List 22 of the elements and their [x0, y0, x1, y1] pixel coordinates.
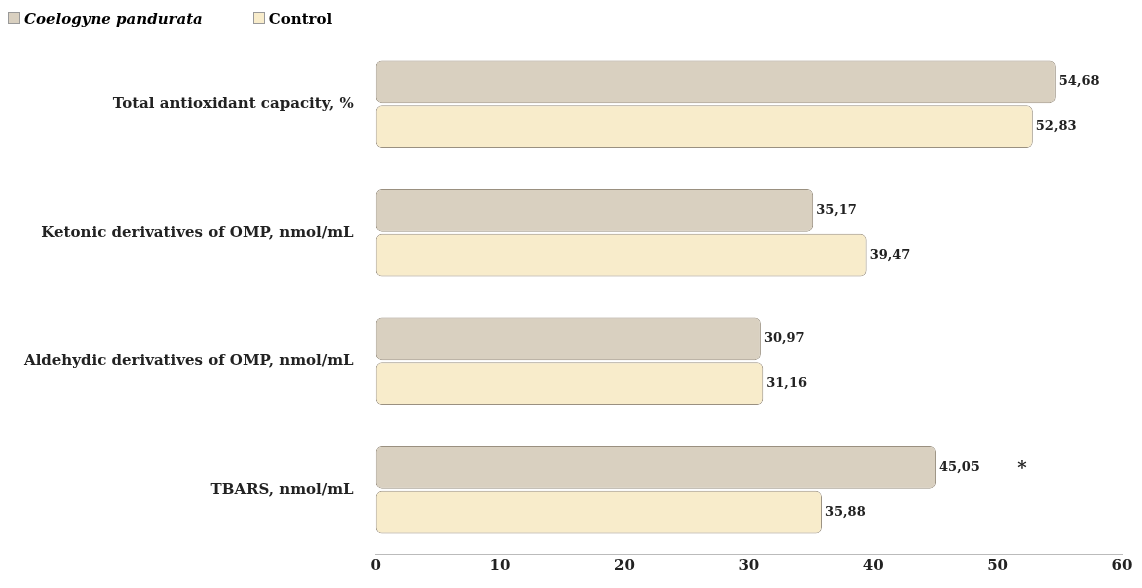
x-tick-label: 0	[370, 555, 381, 574]
data-label: 45,05	[939, 458, 980, 474]
data-label: 35,17	[816, 201, 857, 217]
x-tick-label: 10	[489, 555, 511, 574]
data-label: 31,16	[766, 375, 807, 391]
data-label: 39,47	[869, 246, 911, 262]
x-tick-label: 50	[987, 555, 1009, 574]
legend-label: Coelogyne pandurata	[24, 10, 203, 28]
data-label: 35,88	[824, 503, 866, 519]
annotation: *	[1017, 456, 1028, 478]
y-tick-label: Ketonic derivatives of OMP, nmol/mL	[41, 222, 355, 241]
x-tick-label: 20	[614, 555, 635, 574]
data-label: 54,68	[1058, 73, 1100, 89]
y-tick-label: TBARS, nmol/mL	[210, 479, 355, 498]
x-tick-label: 60	[1111, 555, 1133, 574]
x-tick-label: 40	[862, 555, 884, 574]
y-tick-label: Total antioxidant capacity, %	[112, 94, 354, 113]
x-tick-label: 30	[738, 555, 760, 574]
legend-label: Control	[268, 10, 333, 28]
data-label: 30,97	[763, 330, 805, 346]
y-tick-label: Aldehydic derivatives of OMP, nmol/mL	[23, 351, 355, 370]
data-label: 52,83	[1035, 118, 1077, 134]
